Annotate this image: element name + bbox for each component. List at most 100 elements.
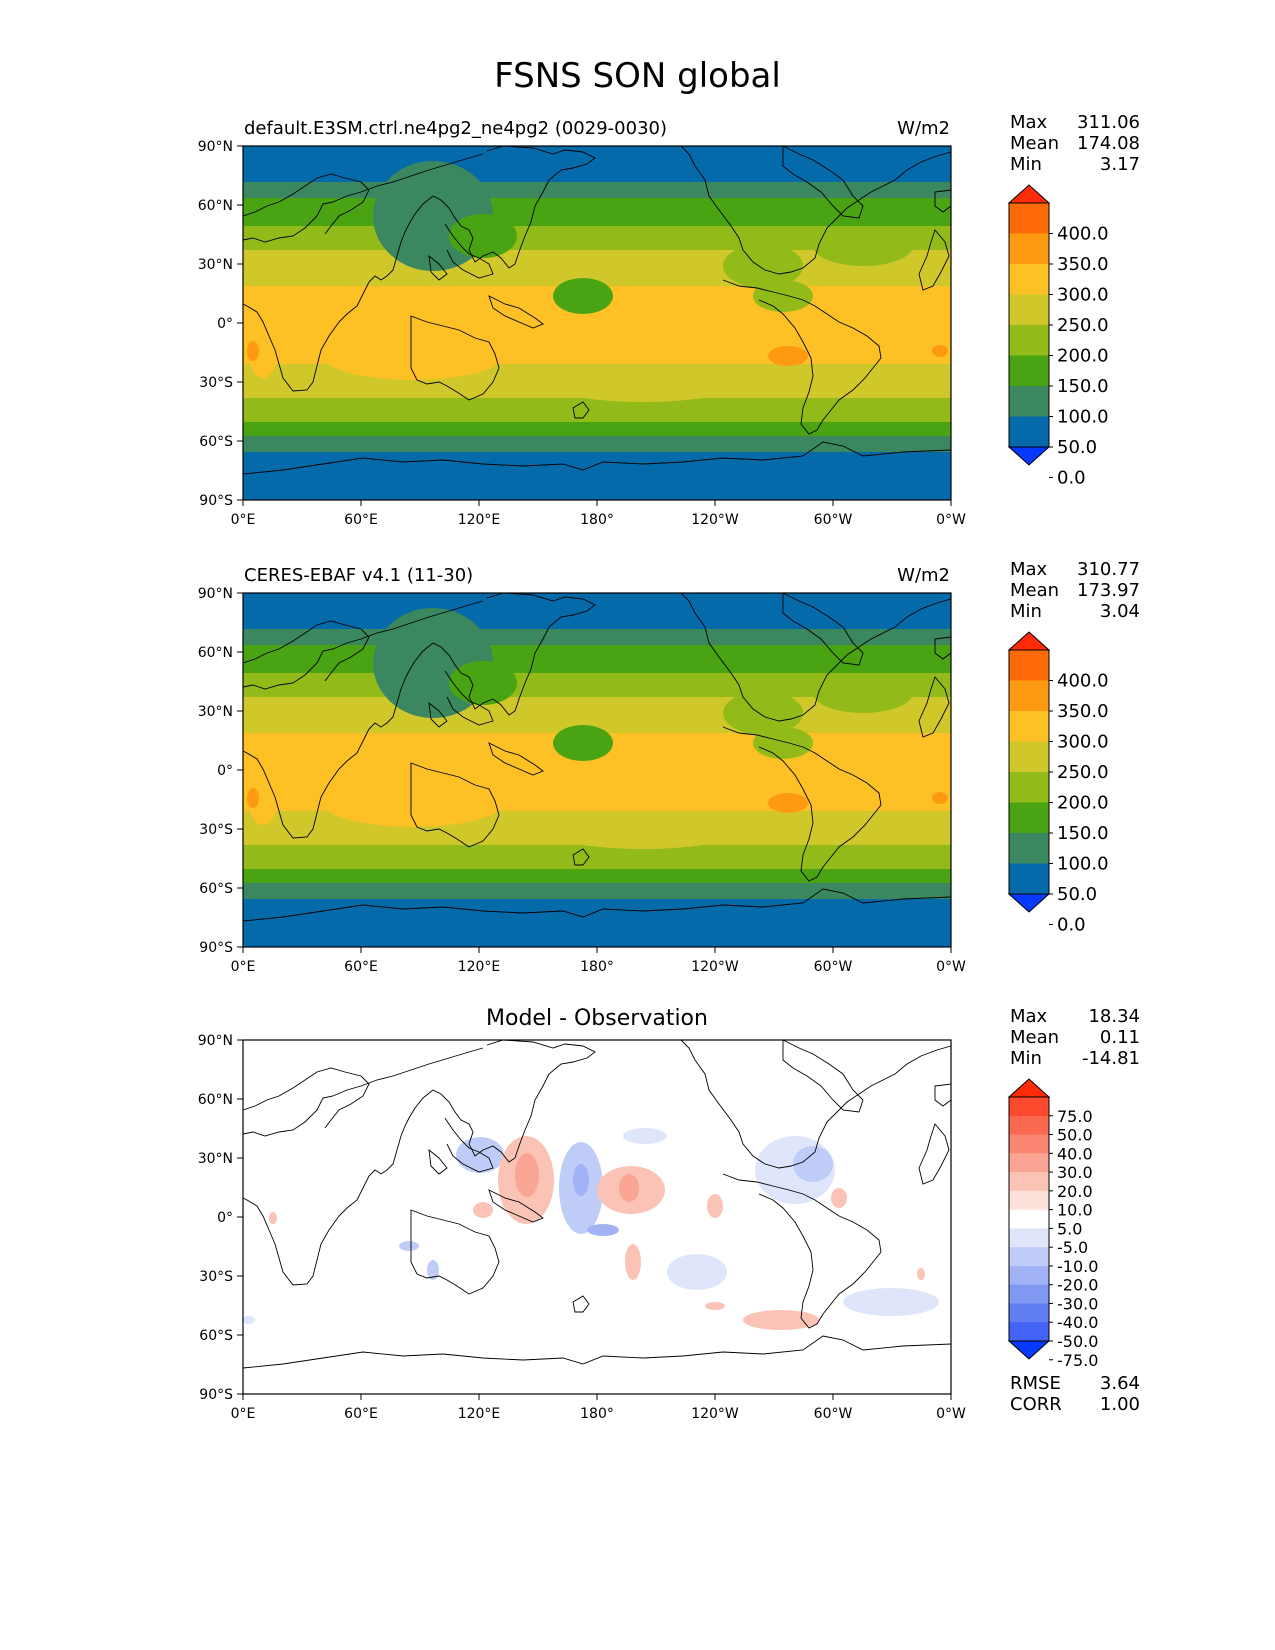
colorbar-segment [1009,833,1049,864]
coastline [242,592,596,839]
coastline [488,1189,544,1223]
anomaly-region [831,1188,847,1208]
lon-tick-label: 0°W [936,1406,966,1422]
contour-band [243,593,951,629]
colorbar-label: 150.0 [1057,823,1109,844]
contour-region [651,747,775,799]
contour-region [932,345,948,357]
contour-band [243,899,951,947]
anomaly-region [743,1310,819,1330]
coastline [572,848,590,866]
panel-title-model: default.E3SM.ctrl.ne4pg2_ne4pg2 (0029-00… [244,118,667,139]
contour-region [323,332,503,380]
field-fill [243,593,951,947]
coastlines [242,1039,952,1369]
stat-min-label: Min [1010,154,1042,175]
colorbar-segment [1009,711,1049,742]
lon-tick-label: 60°E [344,1406,378,1422]
anomaly-region [705,1302,725,1310]
field-fill [243,146,951,500]
anomaly-region [843,1288,939,1316]
lon-tick-label: 0°E [231,512,256,528]
contour-region [553,817,733,849]
stat-mean-value: 174.08 [1077,133,1140,154]
panel-title-obs: CERES-EBAF v4.1 (11-30) [244,565,474,586]
contour-region [768,346,808,366]
colorbar-segment [1009,1097,1049,1117]
colorbar-label: -10.0 [1057,1257,1098,1276]
colorbar-label: 0.0 [1057,915,1086,936]
stat-corr-label: CORR [1010,1394,1062,1415]
stat-max-value: 311.06 [1077,112,1140,133]
lat-tick-label: 60°N [198,1092,233,1108]
coastline [722,726,882,882]
coastline [242,1335,952,1369]
contour-region [247,341,259,361]
colorbar-label: 100.0 [1057,854,1109,875]
colorbar-segment [1009,1265,1049,1286]
colorbar-label: 10.0 [1057,1201,1093,1220]
colorbar-extend-bottom [1007,1340,1051,1360]
coastline [242,1067,370,1129]
contour-region [723,244,803,288]
colorbar-label: 300.0 [1057,285,1109,306]
coastline [428,701,448,728]
stat-corr-value: 1.00 [1099,1394,1140,1415]
colorbar-segment [1009,1190,1049,1211]
coastline [428,254,448,281]
colorbar-segment [1009,863,1049,895]
colorbar-diff: 75.050.040.030.020.010.05.0-5.0-10.0-20.… [1007,1078,1098,1370]
anomaly-region [707,1194,723,1218]
anomaly-region [427,1260,439,1280]
colorbar-extend-top [1007,1078,1051,1098]
coastline [572,1295,590,1313]
colorbar-segment [1009,386,1049,417]
contour-region [768,793,808,813]
axis-ticks: 90°N 60°N 30°N 0° 30°S 60°S 90°S 0°E 60°E 120°E 18… [198,1033,966,1422]
colorbar-label: 50.0 [1057,884,1097,905]
contour-region [323,779,503,827]
colorbar-label: -30.0 [1057,1294,1098,1313]
colorbar-segment [1009,1115,1049,1136]
lat-tick-label: 30°S [199,1269,233,1285]
colorbar-model: 400.0 350.0 300.0 250.0 200.0 150.0 100.0 50.0 0… [1007,184,1109,489]
lon-tick-label: 180° [580,1406,614,1422]
colorbar-label: 5.0 [1057,1219,1082,1238]
lat-tick-label: 0° [217,316,233,332]
coastline [680,145,952,275]
contour-region [723,691,803,735]
lat-tick-label: 0° [217,763,233,779]
colorbar-segment [1009,802,1049,834]
lat-tick-label: 60°S [199,434,233,450]
contour-region [823,733,943,793]
anomaly-region [587,1224,619,1236]
stat-rmse-label: RMSE [1010,1373,1061,1394]
colorbar-segment [1009,772,1049,803]
contour-band [243,452,951,500]
stat-max-value: 18.34 [1088,1006,1140,1027]
colorbar-label: 50.0 [1057,437,1097,458]
colorbar-label: 350.0 [1057,254,1109,275]
lon-tick-label: 120°E [458,512,501,528]
colorbar-obs: 400.0 350.0 300.0 250.0 200.0 150.0 100.0 50.0 0… [1007,631,1109,936]
colorbar-segment [1009,355,1049,387]
colorbar-label: 400.0 [1057,671,1109,692]
stat-max-value: 310.77 [1077,559,1140,580]
colorbar-segment [1009,416,1049,448]
stats-diff: Max 18.34 Mean 0.11 Min -14.81 [1010,1006,1140,1069]
lon-tick-label: 60°E [344,959,378,975]
colorbar-segment [1009,1209,1049,1229]
stat-mean-value: 173.97 [1077,580,1140,601]
lon-tick-label: 60°E [344,512,378,528]
coastline [410,762,500,848]
colorbar-segment [1009,650,1049,681]
anomaly-region [793,1146,833,1182]
colorbar-segment [1009,1134,1049,1154]
stat-max-label: Max [1010,112,1048,133]
lat-tick-label: 90°N [198,1033,233,1049]
contour-band [243,436,951,452]
coastline [242,153,484,243]
contour-band [243,198,951,226]
contour-region [813,226,913,266]
lon-tick-label: 120°E [458,959,501,975]
